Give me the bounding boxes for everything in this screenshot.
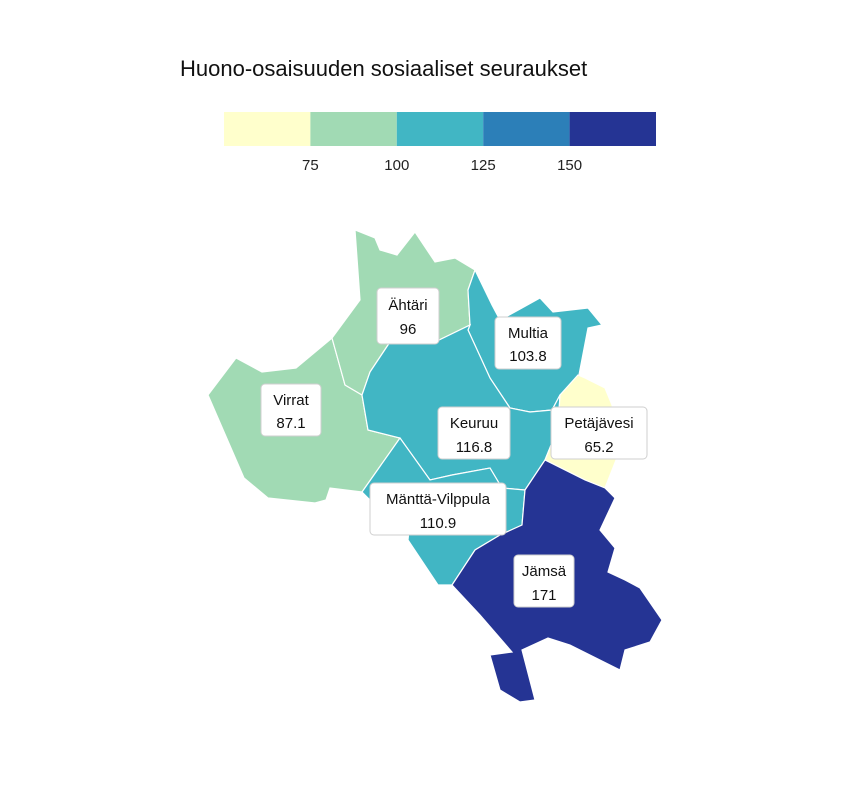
label-ahtari: Ähtäri 96 xyxy=(376,287,440,345)
label-ahtari-name: Ähtäri xyxy=(388,297,427,314)
label-keuruu-value: 116.8 xyxy=(456,439,492,456)
legend-bin-1 xyxy=(310,112,397,146)
label-virrat: Virrat 87.1 xyxy=(260,383,322,437)
label-multia-value: 103.8 xyxy=(509,348,547,365)
legend-tick-0: 75 xyxy=(302,157,319,174)
label-virrat-name: Virrat xyxy=(273,392,309,409)
label-keuruu: Keuruu 116.8 xyxy=(437,406,511,460)
label-keuruu-name: Keuruu xyxy=(450,415,498,432)
label-jamsa-name: Jämsä xyxy=(522,563,567,580)
color-legend: 75 100 125 150 xyxy=(224,112,656,174)
legend-tick-3: 150 xyxy=(557,157,582,174)
label-ahtari-value: 96 xyxy=(400,321,417,338)
legend-bin-3 xyxy=(483,112,570,146)
label-jamsa: Jämsä 171 xyxy=(513,554,575,608)
label-virrat-value: 87.1 xyxy=(276,415,305,432)
label-petajavesi-name: Petäjävesi xyxy=(564,415,633,432)
legend-bin-0 xyxy=(224,112,311,146)
legend-tick-2: 125 xyxy=(471,157,496,174)
label-petajavesi-value: 65.2 xyxy=(584,439,613,456)
label-mantta-name: Mänttä-Vilppula xyxy=(386,491,491,508)
legend-bin-4 xyxy=(569,112,656,146)
label-jamsa-value: 171 xyxy=(531,587,556,604)
label-multia-name: Multia xyxy=(508,325,549,342)
label-mantta-value: 110.9 xyxy=(420,515,456,532)
label-mantta: Mänttä-Vilppula 110.9 xyxy=(369,482,507,536)
map-title: Huono-osaisuuden sosiaaliset seuraukset xyxy=(180,56,588,81)
label-multia: Multia 103.8 xyxy=(494,316,562,370)
legend-tick-1: 100 xyxy=(384,157,409,174)
legend-bin-2 xyxy=(396,112,484,146)
label-petajavesi: Petäjävesi 65.2 xyxy=(550,406,648,460)
